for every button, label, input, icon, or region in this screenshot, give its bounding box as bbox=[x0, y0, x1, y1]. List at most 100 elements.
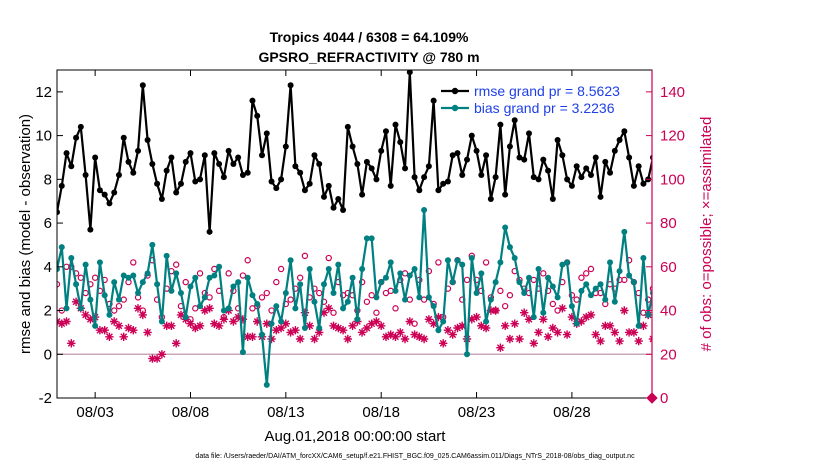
obs-assimilated-point bbox=[291, 326, 300, 335]
obs-assimilated-point bbox=[658, 333, 666, 341]
rmse-point bbox=[497, 121, 504, 128]
obs-assimilated-point bbox=[553, 328, 562, 337]
rmse-point bbox=[679, 157, 685, 163]
bias-point bbox=[340, 305, 347, 312]
bias-point bbox=[764, 292, 770, 298]
obs-assimilated-point bbox=[434, 312, 443, 322]
obs-assimilated-point bbox=[214, 321, 224, 330]
obs-assimilated-point bbox=[744, 328, 752, 336]
bias-point bbox=[220, 307, 227, 314]
y2-axis-label: # of obs: o=possible; ×=assimilated bbox=[698, 117, 715, 352]
obs-assimilated-point bbox=[677, 320, 685, 328]
obs-assimilated-point bbox=[315, 328, 324, 337]
rmse-point bbox=[187, 150, 194, 157]
obs-assimilated-point bbox=[305, 321, 314, 330]
rmse-point bbox=[521, 156, 528, 163]
obs-possible-point bbox=[655, 284, 660, 289]
rmse-point bbox=[130, 169, 137, 176]
rmse-point bbox=[125, 158, 132, 165]
bias-point bbox=[611, 298, 618, 305]
bias-point bbox=[363, 235, 370, 242]
bias-point bbox=[192, 274, 199, 281]
rmse-point bbox=[249, 97, 256, 104]
rmse-point bbox=[77, 123, 84, 130]
bias-point bbox=[473, 290, 480, 297]
rmse-point bbox=[640, 180, 647, 187]
rmse-point bbox=[373, 176, 380, 183]
obs-assimilated-point bbox=[176, 310, 186, 320]
rmse-point bbox=[282, 143, 289, 150]
obs-assimilated-point bbox=[152, 354, 162, 363]
obs-assimilated-point bbox=[400, 334, 410, 344]
rmse-point bbox=[106, 200, 113, 207]
bias-point bbox=[249, 292, 256, 299]
obs-assimilated-point bbox=[295, 334, 305, 344]
rmse-point bbox=[726, 137, 732, 143]
obs-possible-point bbox=[330, 309, 337, 316]
y-tick-label: 8 bbox=[44, 171, 52, 188]
x-tick-label: 08/08 bbox=[172, 404, 210, 421]
obs-assimilated-point bbox=[601, 321, 610, 330]
bias-point bbox=[297, 281, 304, 288]
rmse-point bbox=[597, 193, 604, 200]
rmse-point bbox=[464, 156, 471, 163]
bias-point bbox=[478, 270, 485, 277]
x-axis-label: Aug.01,2018 00:00:00 start bbox=[265, 428, 447, 445]
rmse-point bbox=[197, 176, 204, 183]
bias-point bbox=[731, 316, 737, 322]
obs-assimilated-point bbox=[95, 326, 105, 335]
bias-point bbox=[173, 270, 180, 277]
y-tick-label: 2 bbox=[44, 303, 52, 320]
bias-point bbox=[406, 272, 413, 279]
bias-point bbox=[492, 279, 499, 286]
bias-point bbox=[154, 281, 161, 288]
bias-point bbox=[244, 274, 251, 281]
rmse-point bbox=[387, 182, 394, 189]
obs-assimilated-point bbox=[763, 333, 771, 341]
bias-point bbox=[440, 318, 447, 325]
obs-assimilated-point bbox=[148, 354, 157, 363]
bias-point bbox=[158, 318, 165, 325]
obs-assimilated-point bbox=[586, 310, 596, 320]
obs-assimilated-point bbox=[501, 321, 510, 330]
obs-assimilated-point bbox=[543, 332, 553, 341]
obs-assimilated-point bbox=[157, 350, 167, 359]
bias-point bbox=[282, 290, 289, 297]
obs-possible-point bbox=[497, 287, 504, 295]
bias-point bbox=[602, 296, 609, 303]
y-tick-label: 4 bbox=[44, 259, 52, 276]
bias-point bbox=[497, 259, 504, 266]
bias-point bbox=[530, 314, 537, 321]
rmse-point bbox=[101, 191, 108, 198]
obs-assimilated-point bbox=[81, 310, 90, 320]
bias-point bbox=[630, 279, 637, 286]
rmse-point bbox=[425, 163, 432, 170]
obs-assimilated-point bbox=[267, 334, 276, 344]
rmse-point bbox=[635, 163, 642, 170]
rmse-point bbox=[259, 152, 266, 159]
rmse-point bbox=[335, 196, 342, 203]
obs-assimilated-point bbox=[673, 330, 681, 338]
obs-assimilated-point bbox=[716, 328, 724, 336]
bias-point bbox=[626, 272, 633, 279]
rmse-point bbox=[559, 152, 566, 159]
bias-point bbox=[545, 274, 552, 281]
rmse-point bbox=[611, 147, 618, 154]
bias-point bbox=[206, 274, 213, 281]
bias-point bbox=[621, 228, 628, 235]
rmse-point bbox=[263, 130, 270, 137]
obs-assimilated-point bbox=[424, 315, 434, 324]
rmse-point bbox=[216, 161, 223, 168]
rmse-point bbox=[63, 150, 70, 157]
bias-point bbox=[769, 294, 775, 300]
rmse-point bbox=[568, 182, 575, 189]
bias-point bbox=[587, 292, 594, 299]
data-layer bbox=[57, 70, 775, 388]
bias-point bbox=[392, 287, 399, 294]
obs-possible-point bbox=[727, 269, 732, 274]
rmse-point bbox=[139, 82, 146, 89]
bias-point bbox=[101, 292, 108, 299]
obs-assimilated-point bbox=[71, 297, 81, 306]
bias-point bbox=[349, 274, 356, 281]
bias-point bbox=[726, 327, 732, 333]
